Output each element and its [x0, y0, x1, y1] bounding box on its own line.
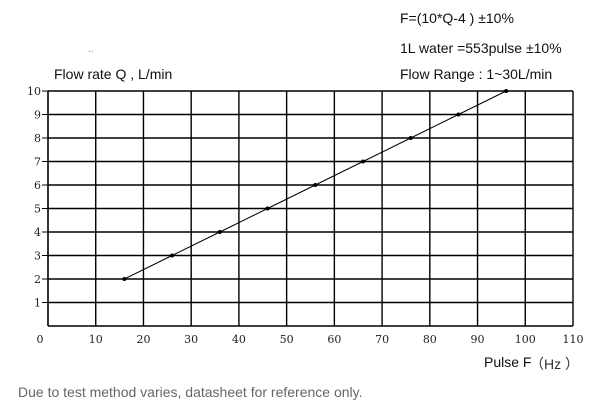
y-tick-label: 5 [34, 203, 41, 216]
x-tick-label: 0 [37, 333, 44, 346]
data-point [170, 253, 175, 258]
x-tick-label: 80 [423, 333, 437, 346]
data-point [313, 183, 318, 187]
y-tick-label: 6 [34, 179, 41, 192]
x-tick-label: 20 [136, 333, 150, 346]
x-tick-label: 60 [327, 333, 341, 346]
stray-dots: .. [88, 44, 94, 55]
data-point [361, 159, 365, 164]
x-tick-label: 70 [375, 333, 389, 346]
data-point [408, 136, 413, 140]
x-tick-label: 90 [471, 333, 485, 346]
data-point [504, 89, 509, 93]
x-axis-unit: （Hz ） [530, 356, 579, 372]
y-tick-label: 4 [34, 226, 41, 239]
x-tick-label: 110 [563, 333, 584, 346]
y-tick-label: 10 [27, 85, 41, 98]
y-tick-label: 3 [34, 250, 41, 263]
x-tick-label: 100 [515, 333, 536, 346]
data-point [456, 112, 461, 117]
formula-text: F=(10*Q-4 ) ±10% [400, 10, 514, 26]
y-axis-label: Flow rate Q , L/min [54, 66, 173, 82]
y-tick-label: 2 [34, 273, 41, 286]
x-tick-label: 10 [89, 333, 103, 346]
y-tick-label: 7 [34, 156, 41, 169]
x-tick-label: 40 [232, 333, 246, 346]
y-tick-label: 1 [34, 297, 41, 310]
data-point [217, 230, 222, 234]
disclaimer-note: Due to test method varies, datasheet for… [18, 384, 363, 400]
data-point [122, 277, 127, 281]
x-tick-label: 50 [280, 333, 294, 346]
data-point [265, 206, 270, 211]
flow-range-text: Flow Range : 1~30L/min [400, 66, 553, 82]
y-tick-label: 9 [34, 109, 41, 122]
x-tick-label: 30 [184, 333, 198, 346]
calibration-text: 1L water =553pulse ±10% [400, 40, 562, 56]
x-axis-label: Pulse F [484, 354, 532, 370]
y-tick-label: 8 [34, 132, 41, 145]
